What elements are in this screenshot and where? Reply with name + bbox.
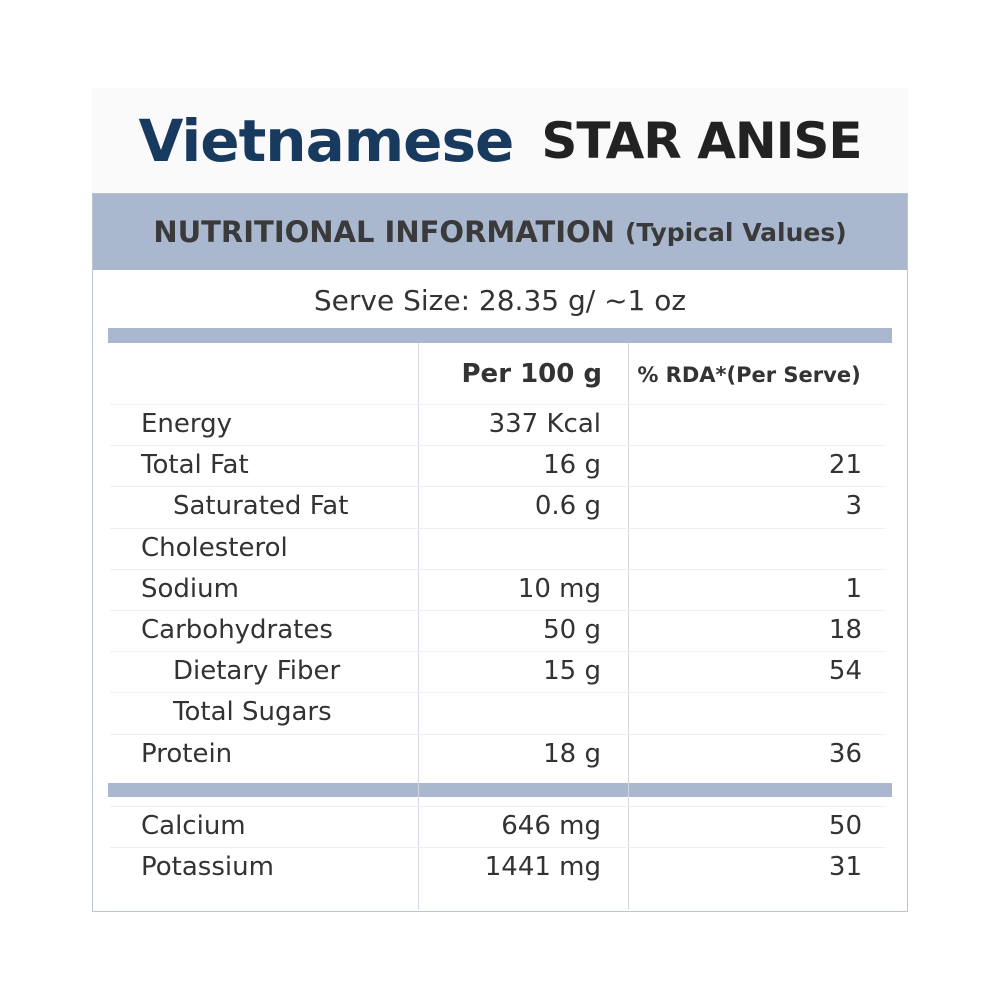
- per-100g: 16 g: [543, 450, 601, 481]
- per-100g: 337 Kcal: [488, 409, 601, 439]
- rda: 50: [828, 811, 862, 841]
- band: [108, 328, 892, 343]
- per-100g: 50 g: [543, 615, 601, 645]
- nutrient: Dietary Fiber: [173, 656, 341, 687]
- column-header: Per 100 g: [461, 359, 603, 389]
- title-bg: [92, 88, 908, 193]
- rda: 54: [828, 656, 862, 687]
- per-100g: 646 mg: [501, 811, 601, 841]
- heading: NUTRITIONAL INFORMATION: [153, 215, 615, 249]
- serve-size: Serve Size: 28.35 g/ ~1 oz: [313, 284, 687, 317]
- per-100g: 18 g: [543, 738, 601, 769]
- row-line: [110, 847, 885, 849]
- row-line: [110, 806, 885, 807]
- column-divider: [418, 343, 419, 910]
- nutrient: Calcium: [141, 811, 246, 841]
- nutrient: Energy: [141, 409, 233, 439]
- row-line: [110, 486, 885, 488]
- row-line: [110, 527, 885, 529]
- nutrient: Carbohydrates: [141, 615, 333, 645]
- nutrient: Sodium: [141, 573, 239, 604]
- rda: 31: [828, 852, 862, 883]
- rda: 21: [828, 450, 862, 481]
- band: [108, 783, 892, 797]
- row-line: [110, 692, 885, 694]
- row-line: [110, 568, 885, 570]
- title-main: Vietnamese: [138, 106, 514, 175]
- per-100g: 0.6 g: [534, 491, 601, 522]
- nutrient: Total Fat: [141, 450, 249, 481]
- nutrient: Total Sugars: [173, 697, 332, 728]
- row-line: [110, 733, 885, 735]
- rda: 18: [828, 615, 862, 645]
- row-line: [110, 610, 885, 611]
- row-line: [110, 404, 885, 405]
- column-header: % RDA*(Per Serve): [637, 363, 861, 387]
- nutrient: Potassium: [141, 852, 274, 883]
- row-line: [110, 651, 885, 653]
- nutrient: Protein: [141, 738, 233, 769]
- table-box: [92, 193, 908, 912]
- per-100g: 10 mg: [517, 573, 601, 604]
- heading-band: NUTRITIONAL INFORMATION (Typical Values): [93, 194, 907, 270]
- rda: 3: [845, 491, 862, 522]
- rda: 1: [845, 573, 862, 604]
- nutrient: Cholesterol: [141, 532, 288, 563]
- title-sub: STAR ANISE: [541, 111, 862, 170]
- per-100g: 1441 mg: [484, 852, 601, 883]
- per-100g: 15 g: [543, 656, 601, 687]
- rda: 36: [828, 738, 862, 769]
- nutrient: Saturated Fat: [173, 491, 349, 522]
- title: Vietnamese STAR ANISE: [0, 88, 1000, 193]
- column-divider: [628, 343, 629, 910]
- row-line: [110, 445, 885, 447]
- heading-note: (Typical Values): [624, 217, 847, 247]
